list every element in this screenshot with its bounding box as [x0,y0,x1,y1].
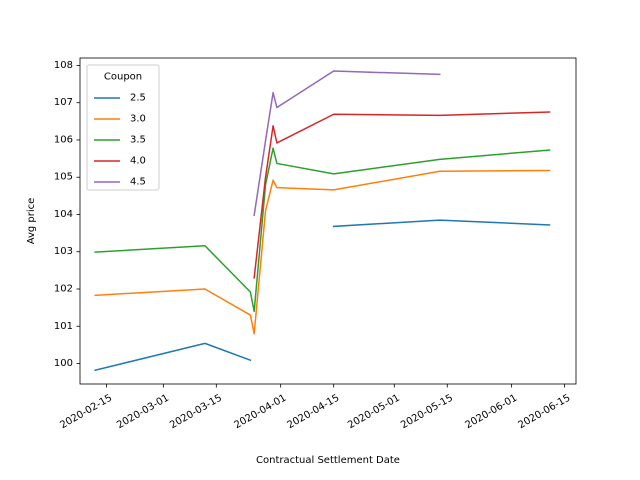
legend-item: 3.0 [94,114,146,125]
legend-item: 4.0 [94,156,146,167]
legend-title: Coupon [104,72,142,83]
y-tick-label: 106 [54,134,73,145]
y-tick-label: 103 [54,246,73,257]
series-layer [94,70,551,372]
legend-label: 4.5 [130,177,146,188]
series-line [94,169,551,335]
series-4-5 [253,70,441,217]
legend-label: 3.5 [130,135,146,146]
y-tick-label: 102 [54,283,73,294]
series-line [94,147,551,313]
y-tick-label: 107 [54,97,73,108]
legend-label: 3.0 [130,114,146,125]
series-3-0 [94,169,551,335]
legend-label: 4.0 [130,156,146,167]
y-tick-label: 100 [54,358,73,369]
series-3-5 [94,147,551,313]
y-tick-label: 108 [54,60,73,71]
y-axis: 100 101 102 103 104 105 106 107 108 [54,60,80,369]
legend-item: 4.5 [94,177,146,188]
legend-items: 2.5 3.0 3.5 4.0 4.5 [94,93,146,188]
legend-box [86,64,160,191]
x-axis-title: Contractual Settlement Date [256,455,400,466]
series-4-0 [253,111,551,279]
y-tick-label: 104 [54,209,73,220]
axes-frame [79,57,577,385]
legend-item: 3.5 [94,135,146,146]
y-tick-label: 105 [54,172,73,183]
series-line [253,70,441,217]
series-2-5 [94,219,551,372]
legend: Coupon 2.5 3.0 3.5 4.0 4.5 [86,64,160,191]
legend-label: 2.5 [130,93,146,104]
y-axis-title: Avg price [26,198,37,245]
series-line [253,111,551,279]
series-line [94,219,551,372]
legend-item: 2.5 [94,93,146,104]
y-tick-label: 101 [54,321,73,332]
